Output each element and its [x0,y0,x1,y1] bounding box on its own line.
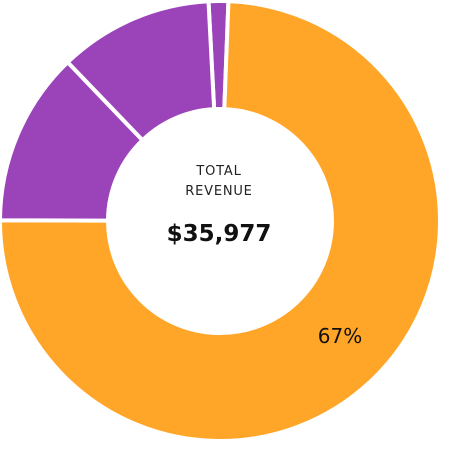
center-label-total: TOTAL [195,164,241,179]
donut-slice-1 [0,0,442,443]
donut-slice-3 [65,0,217,143]
slice-label-67: 67% [318,324,362,348]
center-total-value: $35,977 [167,221,272,247]
center-label-revenue: REVENUE [185,184,252,199]
donut-slices [0,0,442,443]
